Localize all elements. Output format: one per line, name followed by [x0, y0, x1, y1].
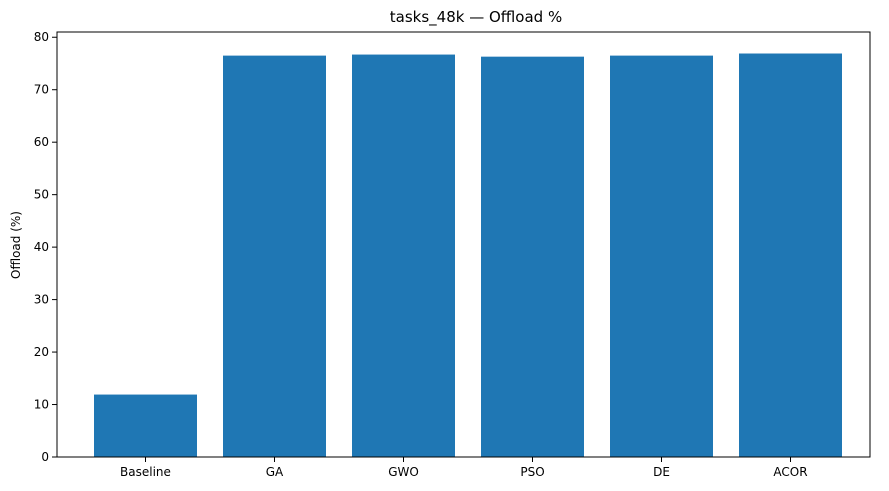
chart-title: tasks_48k — Offload % — [390, 8, 562, 27]
y-tick-label: 70 — [34, 83, 49, 97]
bar-gwo — [352, 54, 455, 457]
x-tick-label: GA — [266, 465, 284, 479]
bars-group — [94, 53, 842, 458]
y-axis-label: Offload (%) — [9, 211, 23, 279]
y-axis-ticks: 0 10 20 30 40 50 60 70 80 — [34, 30, 57, 464]
x-tick-label: DE — [653, 465, 670, 479]
y-tick-label: 30 — [34, 293, 49, 307]
y-tick-label: 50 — [34, 188, 49, 202]
bar-ga — [223, 55, 326, 457]
x-tick-label: ACOR — [773, 465, 807, 479]
x-tick-label: PSO — [520, 465, 544, 479]
bar-acor — [739, 53, 842, 458]
y-tick-label: 60 — [34, 135, 49, 149]
y-tick-label: 0 — [41, 450, 49, 464]
x-tick-label: GWO — [388, 465, 419, 479]
x-axis-ticks: Baseline GA GWO PSO DE ACOR — [120, 457, 808, 479]
y-tick-label: 80 — [34, 30, 49, 44]
plot-frame — [56, 31, 871, 458]
bar-pso — [481, 56, 584, 457]
bar-de — [610, 55, 713, 457]
x-tick-label: Baseline — [120, 465, 171, 479]
y-tick-label: 40 — [34, 240, 49, 254]
y-tick-label: 20 — [34, 345, 49, 359]
y-tick-label: 10 — [34, 398, 49, 412]
bar-baseline — [94, 394, 197, 457]
